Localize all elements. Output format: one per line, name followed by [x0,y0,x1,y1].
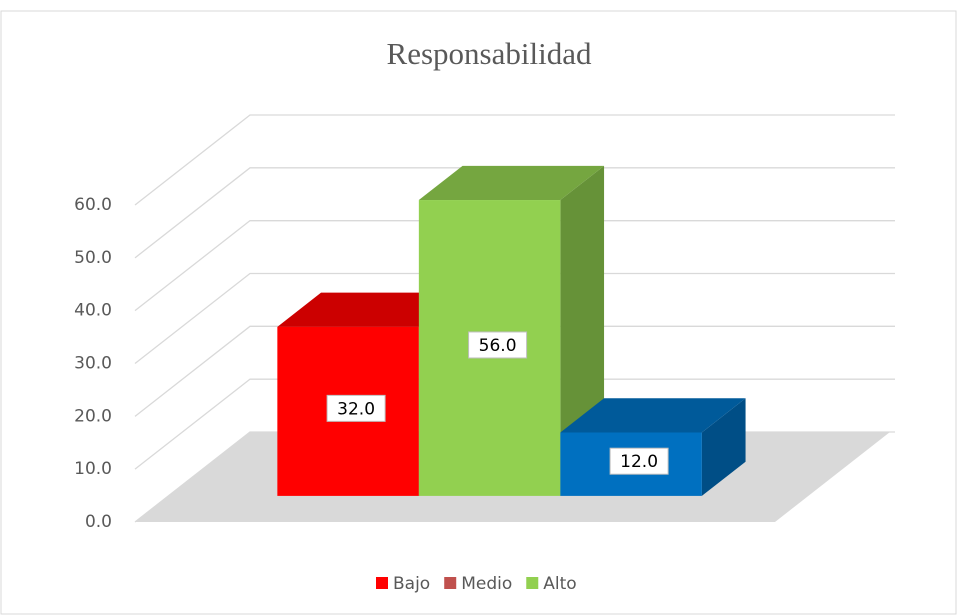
y-tick-label: 30.0 [74,354,112,374]
grid-line [134,272,895,365]
grid-line [134,325,895,417]
value-label-box [468,331,528,359]
legend-swatch [444,577,457,589]
bar-top [560,398,746,433]
bar-side [701,398,746,496]
bar-top [418,165,605,201]
bar-top [277,292,463,327]
y-tick-label: 10.0 [74,459,112,479]
value-label-box [326,394,386,422]
grid-line [134,114,895,206]
legend-label: Bajo [393,574,430,594]
grid-line [134,378,895,470]
y-tick-label: 50.0 [74,248,112,268]
y-tick-label: 0.0 [85,512,112,532]
y-tick-label: 40.0 [74,301,112,321]
grid-line [134,167,895,259]
y-tick-label: 60.0 [74,195,112,215]
grid-line [134,220,895,312]
legend-swatch [376,577,388,589]
y-tick-label: 20.0 [74,406,112,426]
value-label: 32.0 [337,399,375,419]
value-label: 56.0 [479,336,517,356]
legend-swatch [526,577,539,589]
value-label: 12.0 [620,452,658,472]
chart-title: Responsabilidad [387,36,592,71]
value-label-box [609,447,669,475]
legend-label: Medio [461,574,512,594]
legend-label: Alto [543,574,576,594]
